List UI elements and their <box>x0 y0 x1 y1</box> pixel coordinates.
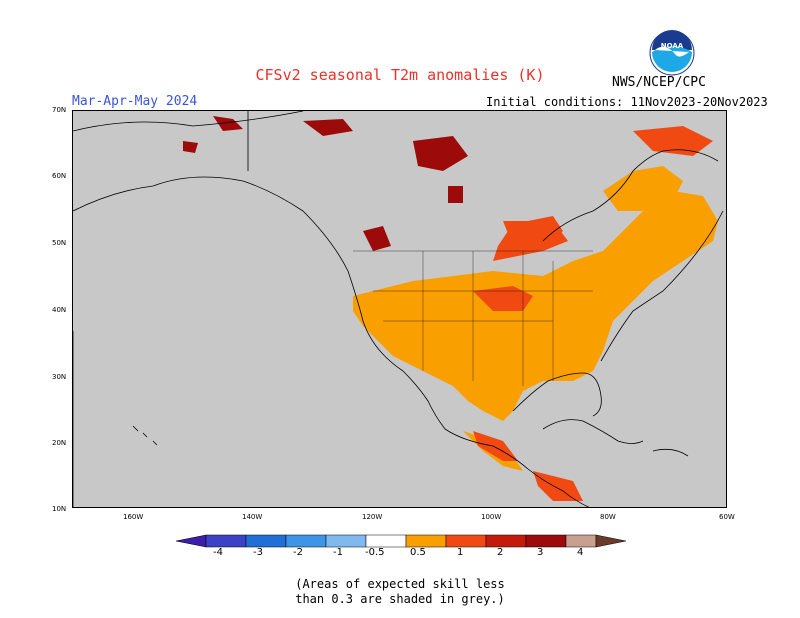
land-darkred <box>183 116 468 251</box>
logo-text: NOAA <box>661 42 684 50</box>
lat-label-20n: 20N <box>52 439 67 447</box>
forecast-period: Mar-Apr-May 2024 <box>72 94 198 109</box>
colorbar-segment-neutral <box>365 534 407 548</box>
colorbar-segment-p05-p1 <box>405 534 447 548</box>
lon-label-160w: 160W <box>123 513 144 521</box>
colorbar-label: -4 <box>213 547 223 558</box>
colorbar-label: 4 <box>577 547 584 558</box>
lat-label-10n: 10N <box>52 505 67 513</box>
state-borders <box>353 250 593 386</box>
lon-label-60w: 60W <box>719 513 735 521</box>
skill-note-line-2: than 0.3 are shaded in grey.) <box>295 592 505 606</box>
anomaly-map <box>73 111 724 507</box>
colorbar-label: 3 <box>537 547 544 558</box>
colorbar-segment-p4-p5 <box>565 534 597 548</box>
colorbar-segment-p3-p4 <box>525 534 567 548</box>
colorbar-segment-gt-p5 <box>595 534 626 548</box>
colorbar-segment-m3-m2 <box>245 534 287 548</box>
land-red <box>473 126 713 501</box>
map-title: CFSv2 seasonal T2m anomalies (K) <box>255 66 545 84</box>
coastlines <box>73 111 724 507</box>
skill-note-line-1: (Areas of expected skill less <box>295 577 505 591</box>
lat-label-50n: 50N <box>52 239 67 247</box>
colorbar-label: -1 <box>333 547 343 558</box>
lon-label-80w: 80W <box>600 513 616 521</box>
land-orange <box>353 166 718 471</box>
colorbar-label: 2 <box>497 547 504 558</box>
lat-label-70n: 70N <box>52 106 67 114</box>
colorbar-label: 1 <box>457 547 464 558</box>
colorbar-label: 0.5 <box>410 547 426 558</box>
colorbar-segment-m4-m3 <box>205 534 247 548</box>
lat-label-30n: 30N <box>52 373 67 381</box>
map-panel <box>72 110 727 508</box>
colorbar-segment-p1-p2 <box>445 534 487 548</box>
initial-conditions: Initial conditions: 11Nov2023-20Nov2023 <box>486 95 768 109</box>
colorbar-segment-lt-m4 <box>176 534 207 548</box>
lat-label-60n: 60N <box>52 172 67 180</box>
lon-label-120w: 120W <box>362 513 383 521</box>
colorbar-label: -2 <box>293 547 303 558</box>
agency-label: NWS/NCEP/CPC <box>612 75 706 90</box>
noaa-logo: NOAA <box>649 30 695 76</box>
skill-note: (Areas of expected skill less than 0.3 a… <box>0 577 800 607</box>
lon-label-100w: 100W <box>481 513 502 521</box>
colorbar-label: -0.5 <box>365 547 385 558</box>
lat-label-40n: 40N <box>52 306 67 314</box>
colorbar-segment-m1-m05 <box>325 534 367 548</box>
colorbar <box>176 534 626 548</box>
lon-label-140w: 140W <box>242 513 263 521</box>
colorbar-segment-p2-p3 <box>485 534 527 548</box>
colorbar-segment-m2-m1 <box>285 534 327 548</box>
colorbar-label: -3 <box>253 547 263 558</box>
